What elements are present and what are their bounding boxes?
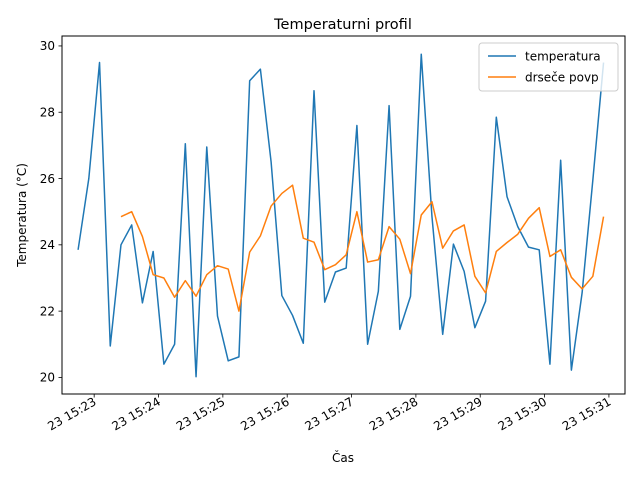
y-axis-label: Temperatura (°C): [15, 163, 29, 268]
legend: temperatura drseče povp: [478, 42, 619, 92]
series-temperatura: [77, 53, 605, 378]
y-tick-label: 30: [40, 39, 55, 53]
legend-label-temperatura: temperatura: [525, 50, 601, 64]
series-layer: [77, 53, 605, 378]
y-tick-label: 28: [40, 106, 55, 120]
x-axis-label: Čas: [332, 450, 354, 465]
legend-label-drsece-povp: drseče povp: [525, 71, 599, 85]
y-tick-label: 22: [40, 304, 55, 318]
chart-title: Temperaturni profil: [273, 17, 412, 33]
plot-frame: [61, 35, 626, 395]
series-line-temperatura: [77, 53, 605, 378]
y-tick-label: 20: [40, 371, 55, 385]
legend-frame: [478, 42, 619, 92]
series-drsece-povp: [120, 184, 605, 312]
y-axis: 20 22 24 26 28 30: [40, 39, 62, 385]
y-tick-label: 24: [40, 238, 55, 252]
series-line-drsece-povp: [120, 184, 605, 312]
y-tick-label: 26: [40, 172, 55, 186]
plot-area: [61, 35, 626, 395]
